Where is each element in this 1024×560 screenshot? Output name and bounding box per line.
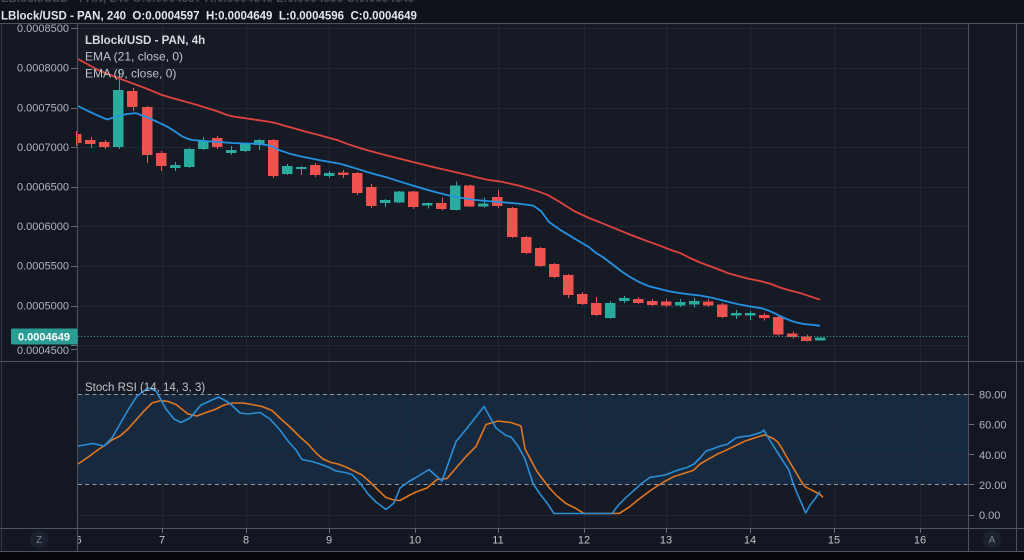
svg-text:6: 6 xyxy=(75,535,81,547)
svg-text:LBlock/USD - PAN, 4h: LBlock/USD - PAN, 4h xyxy=(85,34,205,47)
svg-text:8: 8 xyxy=(243,535,249,547)
svg-text:0.0008000: 0.0008000 xyxy=(17,63,69,75)
svg-text:EMA (21, close, 0): EMA (21, close, 0) xyxy=(85,50,183,64)
svg-text:0.0004500: 0.0004500 xyxy=(17,345,69,357)
svg-text:14: 14 xyxy=(744,535,756,547)
svg-text:0.0005000: 0.0005000 xyxy=(17,300,69,312)
svg-text:0.0007000: 0.0007000 xyxy=(17,142,69,154)
svg-text:20.00: 20.00 xyxy=(979,480,1007,492)
svg-text:0.0006000: 0.0006000 xyxy=(17,221,69,233)
svg-text:Stoch RSI (14, 14, 3, 3): Stoch RSI (14, 14, 3, 3) xyxy=(85,382,205,394)
svg-text:80.00: 80.00 xyxy=(979,389,1007,401)
svg-text:0.0004649: 0.0004649 xyxy=(18,332,70,344)
svg-text:7: 7 xyxy=(159,535,165,547)
svg-text:A: A xyxy=(989,535,996,546)
svg-text:40.00: 40.00 xyxy=(979,450,1007,462)
svg-text:EMA (9, close, 0): EMA (9, close, 0) xyxy=(85,67,176,81)
svg-text:LBlock/USD - PAN, 240 O:0.0004: LBlock/USD - PAN, 240 O:0.0004597 H:0.00… xyxy=(1,0,415,5)
svg-text:LBlock/USD - PAN, 240 O:0.000: LBlock/USD - PAN, 240 O:0.0004597 H:0.00… xyxy=(1,11,417,23)
svg-text:16: 16 xyxy=(914,535,926,547)
svg-text:0.0006500: 0.0006500 xyxy=(17,182,69,194)
svg-text:9: 9 xyxy=(326,535,332,547)
svg-text:60.00: 60.00 xyxy=(979,420,1007,432)
svg-text:15: 15 xyxy=(828,535,840,547)
svg-text:0.0008500: 0.0008500 xyxy=(17,23,69,35)
svg-text:11: 11 xyxy=(492,535,503,547)
svg-text:10: 10 xyxy=(409,535,421,547)
svg-text:12: 12 xyxy=(578,535,590,547)
svg-text:Z: Z xyxy=(36,535,42,546)
svg-text:13: 13 xyxy=(660,535,672,547)
svg-text:0.0007500: 0.0007500 xyxy=(17,102,69,114)
svg-text:0.0005500: 0.0005500 xyxy=(17,261,69,273)
svg-text:0.00: 0.00 xyxy=(979,510,1000,522)
